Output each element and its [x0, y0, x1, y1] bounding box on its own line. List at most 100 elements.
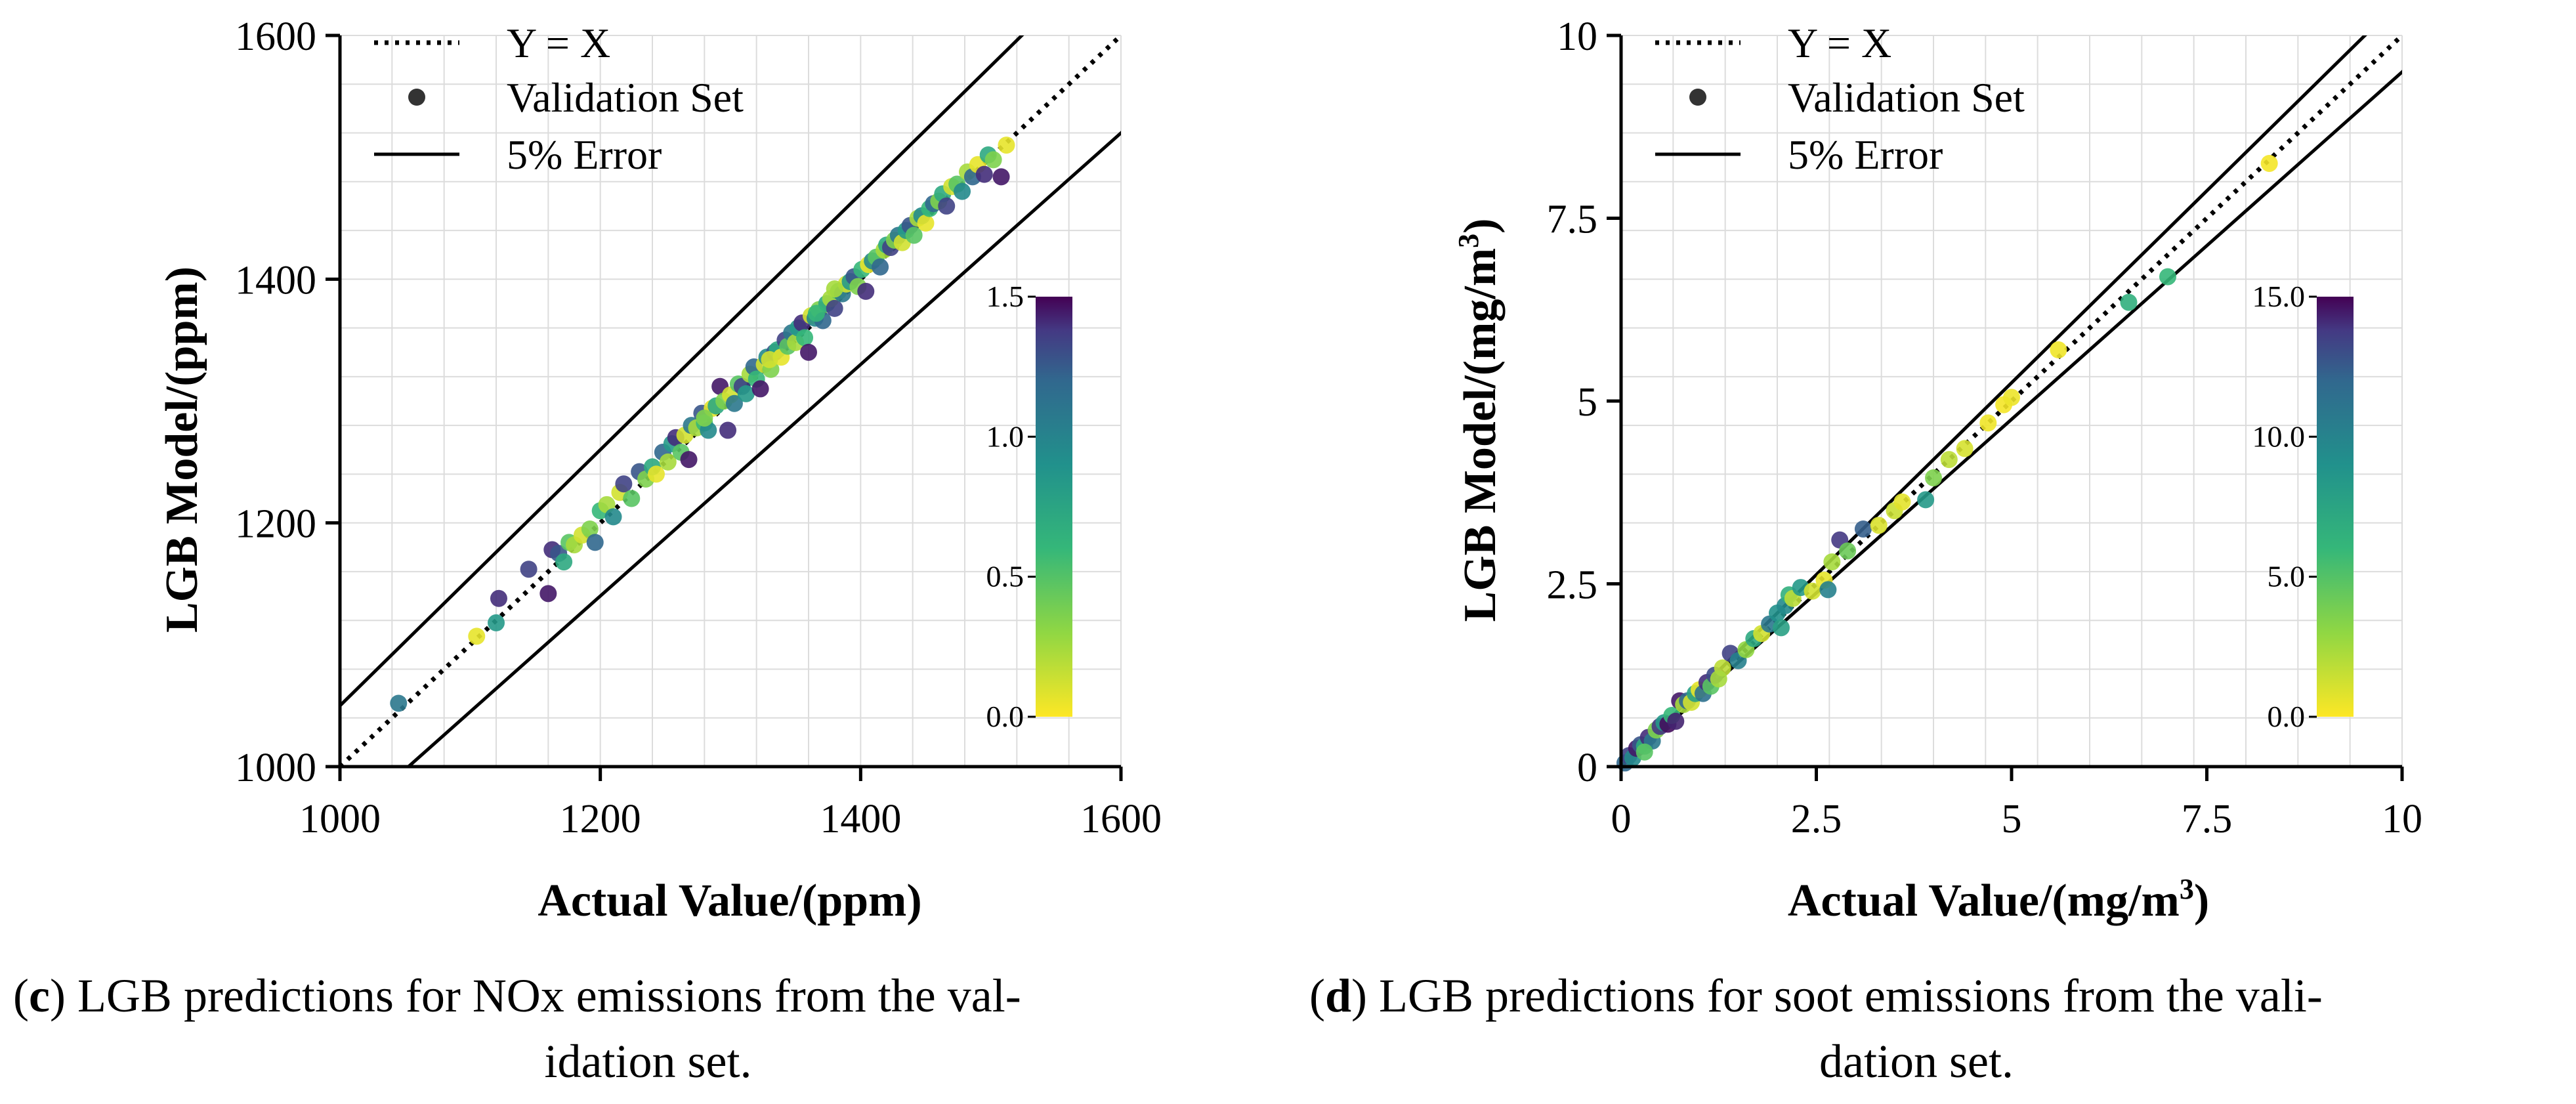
nox-data-point: [905, 226, 923, 244]
nox-y-tick-label: 1400: [235, 258, 316, 303]
soot-data-point: [2159, 268, 2176, 286]
nox-data-point: [826, 299, 843, 317]
nox-data-point: [737, 385, 755, 402]
nox-x-tick-label: 1000: [299, 797, 381, 841]
nox-data-point: [761, 350, 778, 368]
soot-data-point: [2260, 154, 2278, 172]
nox-data-point: [647, 465, 665, 483]
nox-data-point: [555, 553, 573, 571]
nox-data-point: [659, 453, 677, 471]
nox-colorbar-tick-label: 1.5: [986, 280, 1024, 313]
nox-axes: 1000 1200 1400 1600 1000 1200 1400 1600: [235, 14, 1162, 841]
nox-data-point: [872, 258, 889, 276]
soot-data-point: [1636, 743, 1653, 761]
soot-colorbar-tick-label: 5.0: [2268, 560, 2306, 593]
soot-data-point: [1979, 414, 1997, 432]
nox-data-point: [539, 585, 557, 603]
soot-data-point: [2003, 389, 2020, 406]
soot-y-tick-label: 5: [1577, 380, 1597, 425]
nox-data-point: [719, 421, 737, 439]
soot-axes: 0 2.5 5 7.5 10 0 2.5 5 7.5 10: [1547, 14, 2423, 841]
soot-data-point: [1819, 581, 1837, 599]
soot-colorbar-gradient: [2317, 297, 2354, 717]
nox-data-point: [488, 614, 505, 631]
soot-colorbar-tick-label: 15.0: [2252, 280, 2306, 313]
nox-x-tick-label: 1200: [560, 797, 641, 841]
soot-colorbar-tick-label: 10.0: [2252, 419, 2306, 453]
nox-data-point: [623, 490, 641, 507]
soot-data-point: [1917, 491, 1935, 509]
soot-y-tick-label: 10: [1557, 14, 1597, 59]
caption-c-line1: (c) LGB predictions for NOx emissions fr…: [13, 969, 1021, 1022]
nox-colorbar: 0.0 0.5 1.0 1.5: [986, 280, 1072, 733]
caption-d-line2: dation set.: [1819, 1035, 2014, 1088]
soot-legend-label: 5% Error: [1788, 131, 1943, 178]
nox-legend-label: Validation Set: [507, 74, 744, 121]
nox-data-point: [938, 197, 956, 215]
soot-x-axis-label-close: ): [2194, 876, 2209, 926]
nox-y-tick-label: 1000: [235, 746, 316, 790]
nox-x-axis-label: Actual Value/(ppm): [538, 876, 921, 926]
caption-c-letter: c: [28, 969, 50, 1022]
soot-data-point: [1839, 542, 1857, 560]
nox-data-point: [680, 451, 698, 469]
nox-data-point: [800, 343, 817, 361]
soot-x-tick-label: 2.5: [1791, 797, 1842, 841]
nox-lower-error-line: [406, 131, 1121, 767]
nox-data-point: [917, 214, 935, 232]
nox-colorbar-tick-label: 0.0: [986, 700, 1024, 733]
caption-c-text: LGB predictions for NOx emissions from t…: [65, 969, 1021, 1022]
soot-colorbar: 0.0 5.0 10.0 15.0: [2252, 280, 2354, 733]
soot-y-tick-label: 7.5: [1547, 198, 1598, 242]
nox-x-tick-label: 1400: [820, 797, 901, 841]
soot-legend-label: Validation Set: [1788, 74, 2025, 121]
nox-reference-lines: [340, 35, 1121, 767]
nox-colorbar-gradient: [1036, 297, 1072, 717]
soot-colorbar-tick-label: 0.0: [2268, 700, 2306, 733]
soot-data-point: [1870, 517, 1888, 534]
nox-data-point: [468, 627, 486, 645]
soot-y-axis-label-exp: 3: [1452, 234, 1485, 248]
nox-data-point: [807, 305, 825, 322]
caption-d-letter: d: [1324, 969, 1352, 1022]
caption-c-line2: idation set.: [544, 1035, 752, 1088]
nox-data-point: [751, 380, 769, 398]
soot-data-point: [1854, 520, 1872, 538]
nox-data-point: [992, 168, 1010, 186]
soot-legend-point-swatch: [1689, 89, 1706, 106]
soot-x-axis-label-exp: 3: [2180, 873, 2194, 905]
soot-x-tick-label: 10: [2382, 797, 2422, 841]
nox-data-point: [390, 694, 408, 712]
nox-data-point: [696, 409, 713, 427]
soot-scatter-points: [1616, 154, 2278, 772]
nox-data-point: [520, 561, 538, 578]
soot-data-point: [2120, 293, 2138, 311]
soot-data-point: [1667, 712, 1685, 730]
soot-data-point: [1956, 440, 1974, 457]
nox-data-point: [586, 534, 604, 551]
nox-scatter-points: [390, 137, 1015, 712]
soot-x-axis-label-main: Actual Value/(mg/m: [1788, 876, 2180, 926]
soot-data-point: [1823, 553, 1841, 571]
nox-data-point: [954, 182, 971, 200]
nox-y-tick-label: 1200: [235, 502, 316, 547]
soot-legend: Y = X Validation Set 5% Error: [1655, 20, 2025, 178]
soot-data-point: [1710, 670, 1727, 688]
soot-chart-panel: 0 2.5 5 7.5 10 0 2.5 5 7.5 10 Y = X Validation Set…: [1452, 14, 2423, 926]
soot-data-point: [1893, 493, 1911, 511]
soot-x-tick-label: 5: [2002, 797, 2022, 841]
nox-chart-panel: 1000 1200 1400 1600 1000 1200 1400 1600 Y = X Va…: [157, 14, 1162, 926]
nox-data-point: [984, 151, 1002, 169]
soot-x-tick-label: 0: [1611, 797, 1632, 841]
soot-x-axis-label: Actual Value/(mg/m3): [1788, 873, 2209, 926]
soot-y-tick-label: 2.5: [1547, 563, 1598, 608]
soot-y-axis-label-main: LGB Model/(mg/m: [1455, 248, 1506, 622]
nox-legend: Y = X Validation Set 5% Error: [374, 20, 744, 178]
nox-y-axis-label: LGB Model/(ppm): [157, 266, 207, 633]
soot-y-axis-label: LGB Model/(mg/m3): [1452, 219, 1506, 622]
nox-colorbar-tick-label: 1.0: [986, 419, 1024, 453]
nox-data-point: [796, 329, 814, 347]
nox-x-tick-label: 1600: [1080, 797, 1162, 841]
soot-y-tick-label: 0: [1577, 746, 1597, 790]
